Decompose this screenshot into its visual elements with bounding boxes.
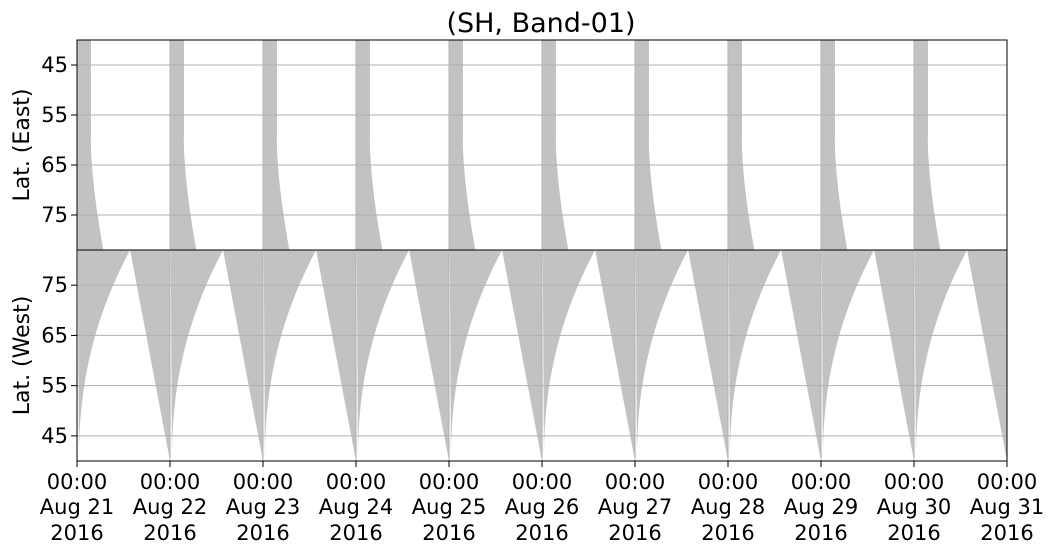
xtick-year-8: 2016 — [701, 521, 754, 545]
xtick-date-6: Aug 26 — [505, 495, 579, 519]
xtick-date-4: Aug 24 — [319, 495, 393, 519]
xtick-date-10: Aug 30 — [877, 495, 951, 519]
xtick-time-4: 00:00 — [326, 470, 387, 494]
xtick-date-1: Aug 21 — [40, 495, 114, 519]
west-pass-6 — [542, 250, 635, 461]
xtick-time-2: 00:00 — [140, 470, 201, 494]
west-pass-10 — [914, 250, 1007, 461]
east-pass-7 — [635, 40, 662, 250]
xtick-date-5: Aug 25 — [412, 495, 486, 519]
xtick-date-11: Aug 31 — [970, 495, 1044, 519]
west-pass-8 — [728, 250, 821, 461]
xtick-time-1: 00:00 — [47, 470, 108, 494]
xtick-time-9: 00:00 — [791, 470, 852, 494]
west-pass-7 — [635, 250, 728, 461]
east-pass-3 — [263, 40, 290, 250]
xtick-year-1: 2016 — [50, 521, 103, 545]
east-ytick-label-3: 65 — [41, 153, 68, 177]
west-pass-3 — [263, 250, 356, 461]
west-pass-4 — [356, 250, 449, 461]
xtick-year-5: 2016 — [422, 521, 475, 545]
xtick-time-3: 00:00 — [233, 470, 294, 494]
west-ytick-label-2: 65 — [41, 323, 68, 347]
east-pass-1 — [77, 40, 104, 250]
west-ytick-label-3: 55 — [41, 374, 68, 398]
chart-title: (SH, Band-01) — [446, 8, 635, 39]
east-pass-2 — [170, 40, 197, 250]
east-ylabel: Lat. (East) — [10, 89, 35, 202]
west-pass-1 — [77, 250, 170, 461]
west-pass-2 — [170, 250, 263, 461]
xtick-date-8: Aug 28 — [691, 495, 765, 519]
xtick-year-10: 2016 — [887, 521, 940, 545]
xtick-time-5: 00:00 — [419, 470, 480, 494]
xtick-year-4: 2016 — [329, 521, 382, 545]
xtick-date-9: Aug 29 — [784, 495, 858, 519]
west-ylabel: Lat. (West) — [10, 296, 35, 416]
xtick-time-10: 00:00 — [884, 470, 945, 494]
xtick-time-6: 00:00 — [512, 470, 573, 494]
xtick-year-11: 2016 — [980, 521, 1033, 545]
west-ytick-label-4: 45 — [41, 424, 68, 448]
xtick-year-2: 2016 — [143, 521, 196, 545]
east-pass-4 — [356, 40, 383, 250]
xtick-year-6: 2016 — [515, 521, 568, 545]
east-pass-9 — [821, 40, 848, 250]
west-pass-5 — [449, 250, 542, 461]
xtick-time-7: 00:00 — [605, 470, 666, 494]
xtick-year-7: 2016 — [608, 521, 661, 545]
east-pass-5 — [449, 40, 476, 250]
xtick-time-11: 00:00 — [977, 470, 1038, 494]
east-pass-8 — [728, 40, 755, 250]
west-ytick-label-1: 75 — [41, 273, 68, 297]
east-pass-6 — [542, 40, 569, 250]
xtick-date-7: Aug 27 — [598, 495, 672, 519]
east-pass-10 — [914, 40, 941, 250]
east-ytick-label-4: 75 — [41, 203, 68, 227]
xtick-year-3: 2016 — [236, 521, 289, 545]
xtick-date-3: Aug 23 — [226, 495, 300, 519]
xtick-year-9: 2016 — [794, 521, 847, 545]
axes-layer — [71, 39, 1008, 467]
west-pass-9 — [821, 250, 914, 461]
xtick-time-8: 00:00 — [698, 470, 759, 494]
east-ytick-label-2: 55 — [41, 103, 68, 127]
east-ytick-label-1: 45 — [41, 53, 68, 77]
xtick-date-2: Aug 22 — [133, 495, 207, 519]
data-fill-layer — [77, 40, 1007, 461]
